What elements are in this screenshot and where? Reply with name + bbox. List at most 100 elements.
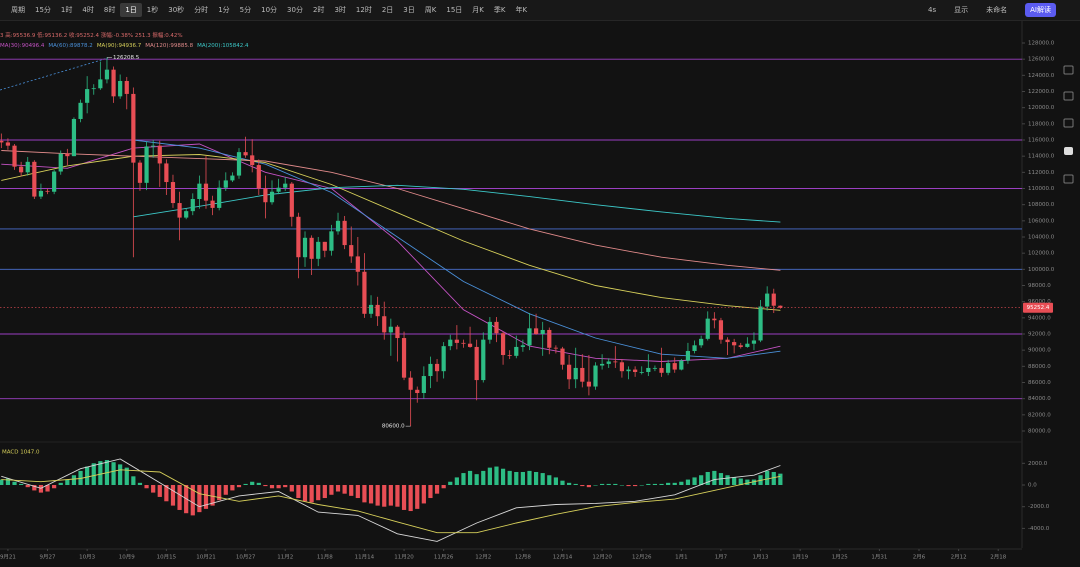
candle-body: [263, 188, 268, 203]
macd-bar: [593, 485, 598, 486]
y-tick-label: 126000.0: [1028, 57, 1055, 63]
candle-body: [177, 203, 182, 218]
candle-body: [223, 180, 228, 188]
candle-body: [71, 118, 77, 157]
candle-body: [467, 343, 473, 347]
macd-bar: [454, 477, 459, 486]
period-tab[interactable]: 3日: [403, 6, 415, 14]
tool-button[interactable]: 4s: [928, 6, 937, 14]
period-tab[interactable]: 30分: [287, 6, 303, 14]
macd-bar: [91, 463, 96, 486]
x-tick-label: 11月20: [394, 554, 414, 561]
macd-bar: [745, 479, 750, 486]
candle-body: [289, 183, 294, 217]
macd-bar: [45, 485, 50, 492]
macd-bar: [382, 485, 387, 507]
candle-body: [672, 363, 677, 370]
macd-bar: [210, 485, 215, 506]
macd-bar: [434, 485, 440, 494]
period-tab[interactable]: 8时: [103, 6, 116, 14]
macd-bar: [335, 485, 341, 492]
candle-body: [157, 145, 162, 164]
macd-bar: [613, 483, 618, 486]
macd-bar: [283, 485, 288, 488]
y-tick-label: 108000.0: [1028, 202, 1055, 208]
macd-bar: [197, 485, 202, 513]
period-tab[interactable]: 2时: [312, 6, 325, 14]
tool-icon[interactable]: [1063, 91, 1074, 101]
candle-body: [566, 364, 572, 380]
candle-body: [190, 199, 195, 212]
candle-body: [421, 376, 426, 394]
macd-bar: [448, 481, 453, 486]
period-tab[interactable]: 12时: [355, 6, 372, 14]
tool-icon[interactable]: [1063, 118, 1074, 128]
candle-body: [771, 293, 776, 306]
tool-icon[interactable]: [1063, 174, 1074, 184]
period-tab[interactable]: 周K: [424, 6, 437, 14]
period-tab[interactable]: 4时: [82, 6, 94, 14]
period-tab[interactable]: 年K: [515, 6, 528, 14]
period-tab[interactable]: 1时: [60, 6, 73, 14]
candle-body: [487, 321, 492, 340]
macd-bar: [5, 478, 11, 486]
candle-body: [131, 93, 136, 163]
period-tab[interactable]: 10分: [261, 6, 278, 14]
period-tab[interactable]: 15分: [35, 6, 51, 14]
period-tab[interactable]: 1日: [120, 3, 142, 17]
macd-bar: [520, 471, 525, 486]
ohlc-legend: 3 高:95536.9 低:95136.2 收:95252.4 涨幅:-0.38…: [0, 31, 183, 39]
macd-bar: [566, 482, 572, 486]
candle-body: [514, 346, 519, 356]
period-tab[interactable]: 30秒: [168, 6, 185, 14]
period-tab[interactable]: 3时: [334, 6, 346, 14]
candle-body: [164, 163, 169, 183]
macd-bar: [375, 485, 380, 506]
tool-icon[interactable]: [1063, 65, 1074, 75]
macd-bar: [679, 481, 684, 486]
indicator-line: [133, 184, 781, 223]
tool-button[interactable]: 显示: [954, 6, 969, 14]
period-tab[interactable]: 周期: [11, 6, 25, 14]
candle-body: [751, 340, 757, 344]
period-tab[interactable]: 1秒: [146, 6, 159, 14]
macd-bar: [263, 485, 268, 487]
tool-button[interactable]: AI解读: [1025, 3, 1056, 17]
period-tab[interactable]: 分时: [194, 6, 209, 14]
macd-bar: [0, 479, 4, 486]
candle-body: [652, 367, 658, 369]
macd-bar: [98, 461, 103, 486]
period-tab[interactable]: 1分: [218, 6, 230, 14]
macd-bar: [441, 485, 446, 489]
macd-bar: [395, 485, 400, 507]
candle-body: [12, 145, 17, 167]
macd-bar: [111, 462, 116, 486]
candle-body: [283, 183, 288, 188]
macd-bar: [144, 485, 149, 489]
macd-bar: [230, 485, 235, 491]
period-tabs: 周期 15分 1时 4时 8时 1日 1秒 30秒 分时 1分 5分 10分 30分 2时 3时 12时 2日 3…: [0, 3, 532, 17]
macd-bar: [296, 485, 301, 499]
legend-entry: MA(90):94936.7: [96, 43, 142, 49]
period-tab[interactable]: 15日: [446, 6, 463, 14]
candle-body: [613, 361, 618, 363]
candle-body: [461, 342, 466, 344]
tool-icon[interactable]: [1064, 147, 1073, 155]
macd-bar: [368, 485, 374, 504]
y-tick-label: 116000.0: [1028, 137, 1055, 143]
period-tab[interactable]: 月K: [472, 6, 484, 14]
tool-button[interactable]: 未命名: [986, 6, 1008, 14]
period-tab[interactable]: 季K: [493, 6, 506, 14]
candle-body: [335, 220, 341, 232]
period-tab[interactable]: 5分: [239, 6, 252, 14]
macd-bar: [243, 483, 248, 486]
period-tab[interactable]: 2日: [381, 6, 394, 14]
macd-bar: [223, 485, 228, 495]
macd-bar: [725, 475, 730, 486]
macd-bar: [349, 485, 354, 496]
macd-bar: [553, 477, 558, 486]
macd-bar: [527, 470, 532, 486]
x-tick-label: 9月21: [0, 554, 16, 561]
